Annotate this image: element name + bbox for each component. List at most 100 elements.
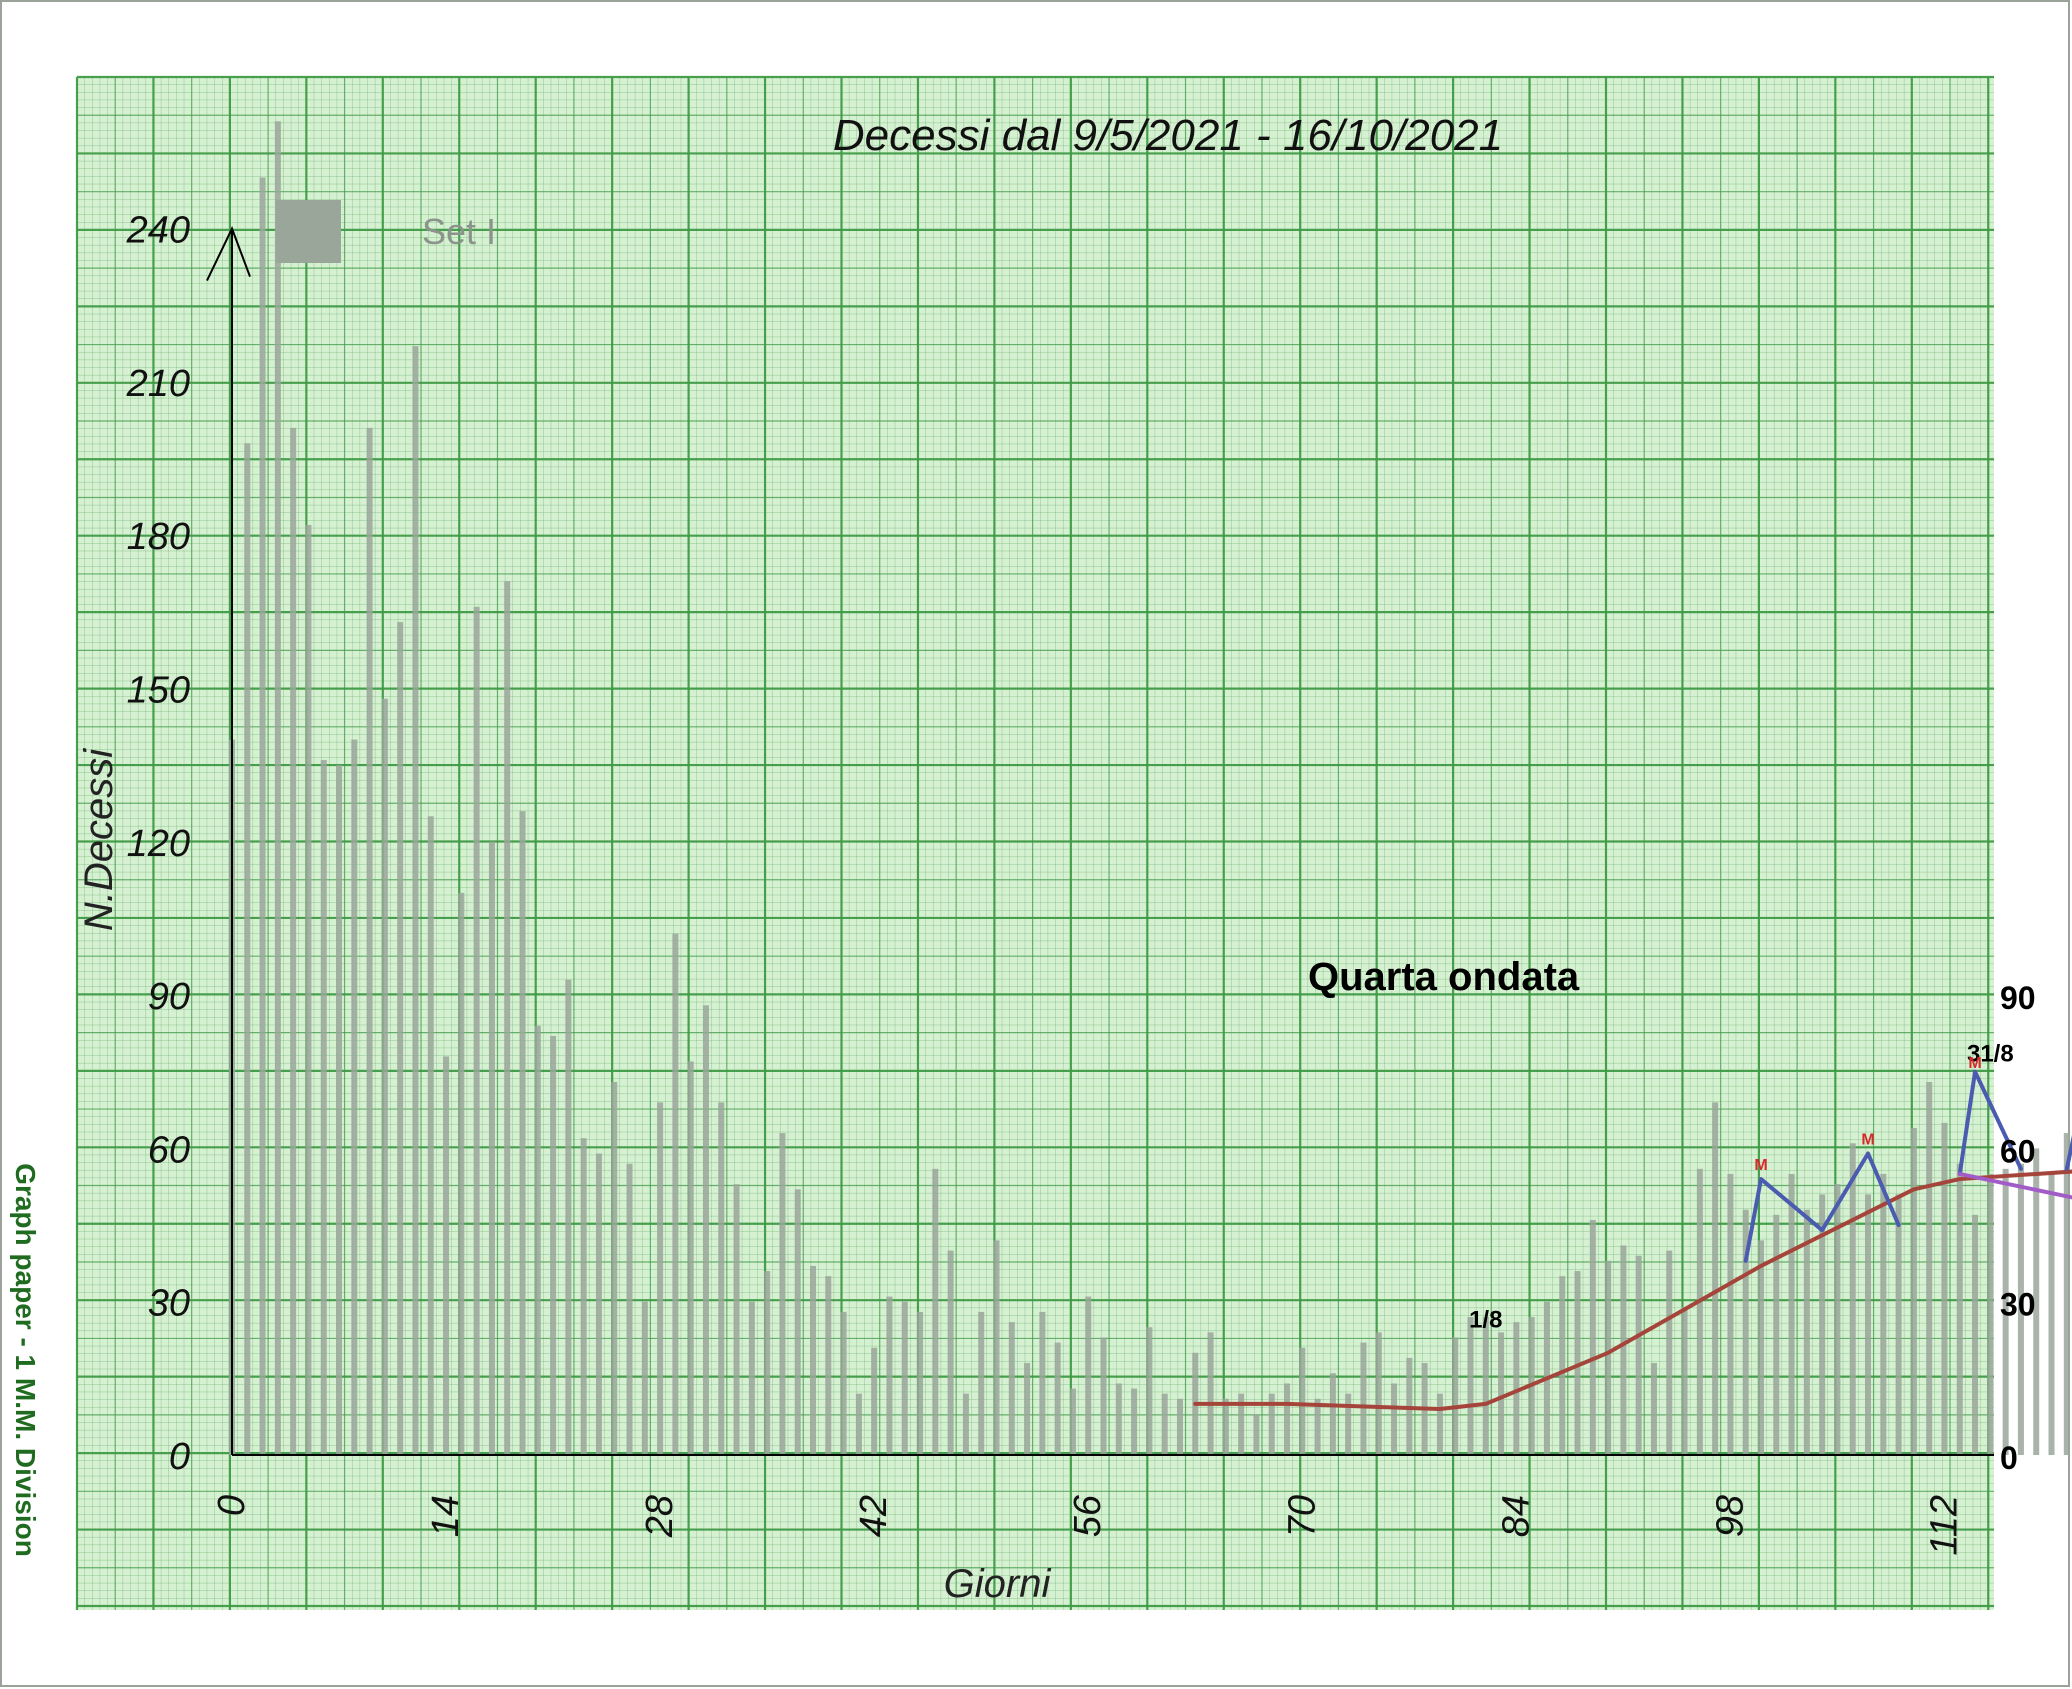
bar [290, 427, 297, 1455]
bar [1314, 1398, 1321, 1455]
y-tick-label: 0 [169, 1436, 190, 1478]
bar [488, 841, 495, 1455]
bar [794, 1189, 801, 1455]
bar [1207, 1332, 1214, 1455]
bar [1115, 1383, 1122, 1455]
bar [1284, 1383, 1291, 1455]
y2-tick-label: 60 [2000, 1133, 2036, 1169]
bar [947, 1250, 954, 1455]
bar [2048, 1173, 2055, 1455]
y2-tick-label: 0 [2000, 1440, 2018, 1476]
y-axis-label: N.Decessi [77, 748, 121, 931]
bar [427, 816, 434, 1455]
y-axis-arrowhead [206, 226, 251, 282]
legend-label: Set I [422, 211, 496, 252]
bar [1956, 1163, 1963, 1455]
bar [1069, 1388, 1076, 1455]
peak-marker: M [1968, 1055, 1981, 1072]
bar [1574, 1271, 1581, 1455]
bar [1803, 1209, 1810, 1455]
bar [1329, 1373, 1336, 1455]
x-tick-label: 28 [639, 1495, 681, 1538]
bar [443, 1056, 450, 1455]
bar [626, 1163, 633, 1455]
peak-marker: M [1754, 1157, 1767, 1174]
y-tick-label: 240 [126, 210, 190, 252]
bar [320, 760, 327, 1455]
purple-trend-line [1957, 1171, 2072, 1200]
bar [611, 1081, 618, 1455]
y-tick-label: 30 [148, 1283, 190, 1325]
bar [718, 1102, 725, 1455]
legend-swatch [276, 200, 341, 263]
bar [1299, 1347, 1306, 1455]
bar [305, 524, 312, 1455]
bar [336, 765, 343, 1455]
dark-red-trend-line [1193, 1169, 2072, 1412]
bar [1268, 1393, 1275, 1455]
bar [1482, 1317, 1489, 1455]
bar [687, 1061, 694, 1455]
y-tick-label: 210 [126, 363, 190, 405]
bar [1926, 1081, 1933, 1455]
bar [1696, 1168, 1703, 1455]
bar [1773, 1214, 1780, 1455]
bar [2063, 1133, 2070, 1455]
bar [1666, 1250, 1673, 1455]
bar [1635, 1255, 1642, 1455]
bar [565, 979, 572, 1455]
y-tick-label: 150 [127, 670, 190, 712]
bar [1865, 1194, 1872, 1455]
bar [748, 1301, 755, 1455]
bar [595, 1153, 602, 1455]
bar [1039, 1311, 1046, 1455]
bar [259, 177, 266, 1455]
bar [1910, 1127, 1917, 1455]
bar [825, 1276, 832, 1455]
bar [1131, 1388, 1138, 1455]
chart-title: Decessi dal 9/5/2021 - 16/10/2021 [833, 111, 1503, 160]
bar [1895, 1194, 1902, 1455]
bar [1436, 1393, 1443, 1455]
x-tick-label: 0 [211, 1495, 253, 1516]
bar [1360, 1342, 1367, 1455]
wave-label: Quarta ondata [1308, 955, 1580, 999]
bar [1819, 1194, 1826, 1455]
bar [672, 933, 679, 1455]
bar [1391, 1383, 1398, 1455]
bar [550, 1035, 557, 1455]
bar [1559, 1276, 1566, 1455]
bar [641, 1301, 648, 1455]
bar [1849, 1143, 1856, 1455]
y-tick-label: 60 [148, 1129, 190, 1171]
x-axis-label: Giorni [944, 1562, 1052, 1606]
bar [1238, 1393, 1245, 1455]
tick-labels: 0 30 60 90 120 150 180 210 240 0 14 28 42 56 70 84 98 112… [126, 210, 2036, 1556]
bar [1972, 1214, 1979, 1455]
bar [2033, 1148, 2040, 1455]
bar [1834, 1184, 1841, 1455]
bar [504, 581, 511, 1455]
bar [1941, 1122, 1948, 1455]
bar [1008, 1322, 1015, 1455]
blue-trend-line [1957, 1069, 2023, 1176]
bar [351, 739, 358, 1455]
trend-lines [1193, 1069, 2072, 1412]
bar [1176, 1398, 1183, 1455]
bar [1788, 1173, 1795, 1455]
graph-paper-side-label: Graph paper - 1 M.M. Division [0, 1100, 50, 1620]
bar [1452, 1337, 1459, 1455]
graph-paper-background [77, 77, 1994, 1610]
bar [1620, 1245, 1627, 1455]
bar [274, 121, 281, 1455]
y-tick-label: 120 [127, 823, 190, 865]
y-tick-label: 180 [127, 516, 190, 558]
x-tick-label: 42 [853, 1495, 895, 1537]
bar-series [229, 121, 2070, 1456]
bar [1146, 1327, 1153, 1455]
x-tick-label: 14 [425, 1495, 467, 1537]
bar [993, 1240, 1000, 1455]
annotations: 1/831/87/915/922/9MMMMMMMMM [1469, 1041, 2014, 1334]
